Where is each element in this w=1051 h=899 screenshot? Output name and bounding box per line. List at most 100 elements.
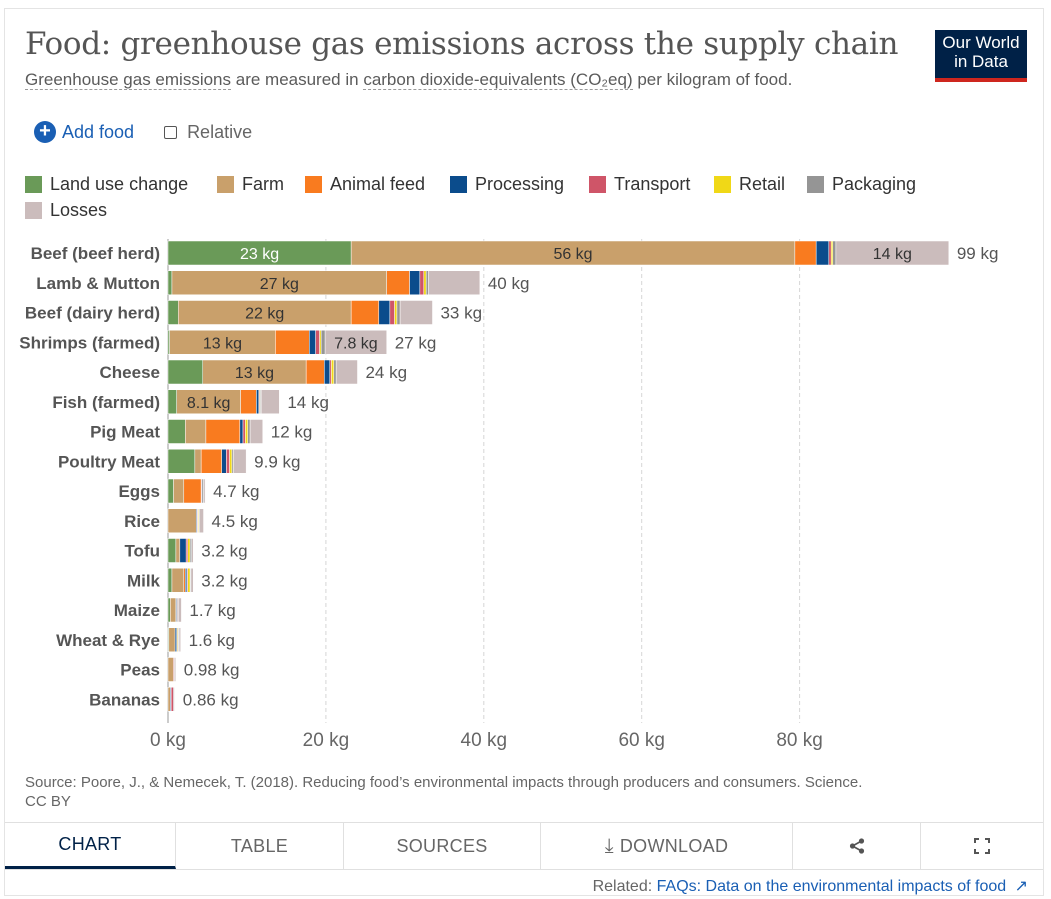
bar-segment-processing: [378, 300, 391, 325]
category-label: Rice: [124, 512, 160, 531]
bar-segment-transport: [389, 300, 395, 325]
bar-segment-losses: [335, 359, 358, 385]
bar-segment-transport: [828, 240, 832, 266]
legend-item-transport[interactable]: Transport: [589, 174, 690, 195]
total-value-label: 1.7 kg: [189, 601, 235, 620]
bar-segment-transport: [170, 687, 174, 712]
total-value-label: 3.2 kg: [201, 571, 247, 590]
bar-segment-losses: [428, 270, 481, 295]
bar-segment-retail: [331, 359, 335, 385]
bar-segment-animal-feed: [350, 300, 380, 325]
segment-value-label: 56 kg: [553, 246, 592, 263]
total-value-label: 3.2 kg: [201, 542, 247, 561]
category-label: Poultry Meat: [58, 452, 160, 471]
legend-item-animal-feed[interactable]: Animal feed: [305, 174, 425, 195]
legend-swatch: [807, 176, 824, 193]
subtitle-link-co2eq[interactable]: carbon dioxide-equivalents (CO₂eq): [363, 70, 633, 90]
bar-segment-land-use-change: [167, 270, 173, 295]
bar-segment-losses: [190, 568, 194, 593]
bar-segment-processing: [815, 240, 830, 266]
chart-frame: [4, 8, 1044, 896]
related-link[interactable]: FAQs: Data on the environmental impacts …: [656, 878, 1007, 895]
legend-label: Losses: [50, 200, 108, 220]
legend-swatch: [305, 176, 322, 193]
bar-segment-farm: [171, 568, 185, 593]
bar-segment-processing: [221, 449, 227, 474]
license-text: CC BY: [25, 793, 71, 810]
bar-segment-land-use-change: [167, 359, 203, 385]
chart-subtitle: Greenhouse gas emissions are measured in…: [25, 70, 792, 90]
download-label: DOWNLOAD: [619, 835, 729, 856]
bar-segment-farm: [173, 478, 185, 504]
bar-segment-transport: [242, 419, 246, 444]
bar-segment-packaging: [832, 240, 837, 266]
category-label: Maize: [114, 601, 160, 620]
x-tick-label: 0 kg: [150, 730, 186, 751]
bar-segment-packaging: [396, 300, 401, 325]
bar-segment-animal-feed: [205, 419, 241, 444]
bar-segment-losses: [178, 597, 182, 623]
tab-chart[interactable]: CHART: [5, 823, 176, 869]
share-button[interactable]: [793, 823, 921, 869]
bar-segment-land-use-change: [167, 389, 177, 414]
legend-item-retail[interactable]: Retail: [714, 174, 785, 195]
bar-segment-animal-feed: [200, 449, 222, 474]
legend-item-land-use-change[interactable]: Land use change: [25, 174, 188, 195]
tab-sources[interactable]: SOURCES: [344, 823, 541, 869]
x-tick-label: 80 kg: [776, 730, 822, 751]
legend-label: Animal feed: [330, 174, 426, 194]
tab-table[interactable]: TABLE: [176, 823, 344, 869]
related-prefix: Related:: [592, 878, 657, 895]
owid-logo[interactable]: Our World in Data: [935, 30, 1027, 82]
bar-segment-losses: [199, 508, 204, 533]
bar-segment-processing: [409, 270, 421, 295]
segment-value-label: 7.8 kg: [334, 335, 378, 352]
bar-segment-animal-feed: [240, 389, 257, 414]
bar-segment-losses: [835, 240, 950, 266]
bar-segment-processing: [256, 389, 260, 414]
bar-segment-losses: [174, 687, 176, 712]
total-value-label: 33 kg: [440, 304, 482, 323]
legend-swatch: [25, 202, 42, 219]
segment-value-label: 23 kg: [240, 246, 279, 263]
relative-toggle[interactable]: Relative: [164, 122, 252, 143]
bar-segment-farm: [176, 389, 241, 414]
bar-segment-losses: [233, 449, 247, 474]
tab-download[interactable]: ⤓ DOWNLOAD: [541, 823, 793, 869]
bar-segment-packaging: [320, 330, 326, 355]
category-label: Bananas: [89, 690, 160, 709]
category-label: Cheese: [100, 363, 160, 382]
x-tick-label: 40 kg: [461, 730, 507, 751]
legend-item-losses[interactable]: Losses: [25, 200, 107, 221]
add-food-button[interactable]: + Add food: [34, 121, 134, 143]
bar-segment-farm: [168, 627, 176, 652]
legend-item-processing[interactable]: Processing: [450, 174, 564, 195]
bar-segment-packaging: [333, 359, 337, 385]
subtitle-link-ghg[interactable]: Greenhouse gas emissions: [25, 70, 232, 90]
legend-label: Farm: [242, 174, 284, 194]
source-text: Source: Poore, J., & Nemecek, T. (2018).…: [25, 774, 863, 791]
legend-item-farm[interactable]: Farm: [217, 174, 284, 195]
total-value-label: 1.6 kg: [189, 631, 235, 650]
total-value-label: 4.7 kg: [213, 482, 259, 501]
bar-segment-farm: [167, 508, 197, 533]
category-label: Eggs: [118, 482, 160, 501]
bar-segment-processing: [239, 419, 244, 444]
bar-segment-retail: [394, 300, 398, 325]
bar-segment-transport: [226, 449, 230, 474]
bar-segment-animal-feed: [794, 240, 817, 266]
category-label: Peas: [120, 661, 160, 680]
bar-segment-retail: [245, 419, 248, 444]
bar-segment-farm: [167, 687, 171, 712]
bar-segment-farm: [350, 240, 796, 266]
fullscreen-button[interactable]: [921, 823, 1043, 869]
category-label: Milk: [127, 571, 161, 590]
total-value-label: 9.9 kg: [254, 452, 300, 471]
category-label: Lamb & Mutton: [36, 274, 160, 293]
relative-checkbox[interactable]: [164, 125, 178, 139]
related-note: Related: FAQs: Data on the environmental…: [593, 876, 1028, 896]
bar-segment-packaging: [247, 419, 251, 444]
legend-item-packaging[interactable]: Packaging: [807, 174, 916, 195]
legend-label: Retail: [739, 174, 786, 194]
total-value-label: 14 kg: [287, 393, 329, 412]
